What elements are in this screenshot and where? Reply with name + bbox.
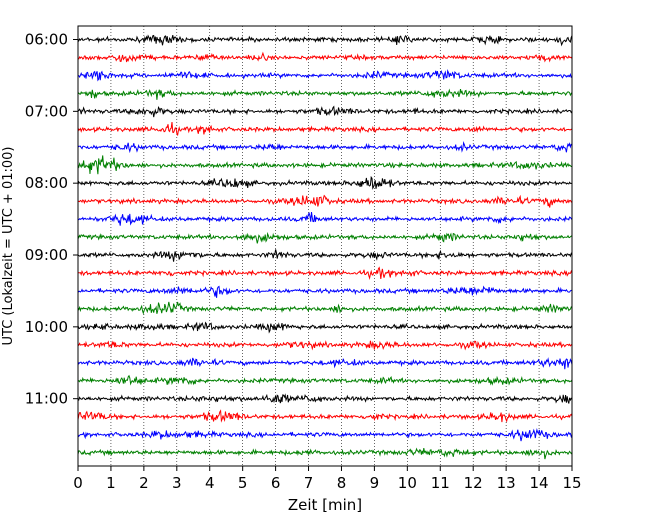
x-tick-label-11: 11: [431, 474, 450, 492]
trace-0715: [77, 122, 573, 136]
x-tick-label-0: 0: [73, 474, 83, 492]
trace-0815: [77, 194, 573, 208]
x-tick-label-1: 1: [106, 474, 116, 492]
trace-0930: [77, 285, 573, 298]
x-tick-label-9: 9: [370, 474, 380, 492]
trace-0615: [77, 51, 573, 63]
x-tick-label-15: 15: [562, 474, 581, 492]
y-axis-label: UTC (Lokalzeit = UTC + 01:00): [1, 147, 16, 346]
x-tick-label-8: 8: [337, 474, 347, 492]
x-tick-label-14: 14: [530, 474, 549, 492]
x-tick-label-4: 4: [205, 474, 215, 492]
x-tick-label-12: 12: [464, 474, 483, 492]
y-tick-label-0600: 06:00: [25, 31, 68, 49]
y-tick-label-0800: 08:00: [25, 174, 68, 192]
y-tick-label-0700: 07:00: [25, 102, 68, 120]
trace-0645: [77, 88, 573, 100]
x-tick-label-3: 3: [172, 474, 182, 492]
trace-0915: [78, 266, 573, 281]
trace-1015: [77, 340, 573, 351]
x-tick-label-10: 10: [398, 474, 417, 492]
x-tick-label-13: 13: [497, 474, 516, 492]
trace-0700: [77, 105, 573, 118]
trace-0630: [77, 68, 573, 82]
trace-0745: [77, 155, 572, 175]
trace-1000: [77, 321, 573, 334]
seismic-traces: [77, 34, 573, 460]
trace-1115: [77, 409, 573, 423]
x-tick-label-5: 5: [238, 474, 248, 492]
trace-0845: [77, 231, 573, 244]
grid-lines: [110, 26, 540, 466]
trace-1045: [77, 374, 573, 386]
y-tick-label-1100: 11:00: [25, 390, 68, 408]
x-tick-label-7: 7: [304, 474, 314, 492]
x-axis-label: Zeit [min]: [288, 496, 362, 514]
trace-0600: [77, 34, 573, 47]
trace-0730: [77, 141, 573, 154]
trace-1130: [77, 427, 573, 442]
axis-ticks: 0 1 2 3 4 5 6 7 8 9 10 11 12 13 14 1506:0007:0008:0009:…: [25, 31, 582, 493]
y-tick-label-0900: 09:00: [25, 246, 68, 264]
trace-1030: [77, 357, 573, 370]
trace-0945: [77, 301, 573, 315]
trace-1100: [77, 393, 573, 404]
trace-0900: [77, 249, 573, 262]
x-tick-label-6: 6: [271, 474, 281, 492]
plot-frame: [77, 25, 573, 467]
trace-1145: [77, 447, 573, 460]
x-tick-label-2: 2: [139, 474, 149, 492]
trace-0800: [77, 175, 573, 190]
y-tick-label-1000: 10:00: [25, 318, 68, 336]
trace-0830: [77, 211, 573, 226]
